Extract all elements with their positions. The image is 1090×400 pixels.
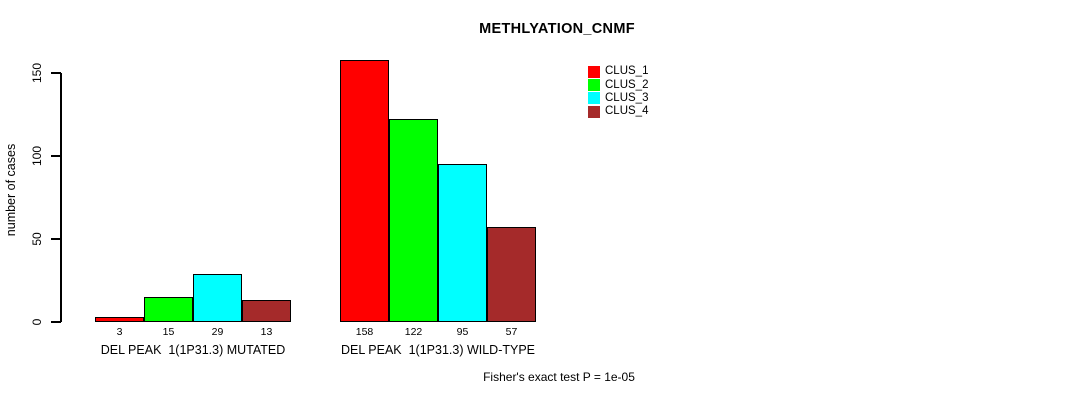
bar-value-label: 15 (162, 326, 175, 338)
y-axis-line (60, 73, 62, 322)
bar-value-label: 3 (116, 326, 123, 338)
bar-value-label: 122 (404, 326, 423, 338)
y-axis-tick (51, 238, 61, 240)
legend-item-clus_4: CLUS_4 (588, 105, 648, 118)
legend-swatch (588, 65, 600, 78)
legend-item-clus_3: CLUS_3 (588, 92, 648, 105)
chart-title: METHLYATION_CNMF (479, 21, 635, 37)
legend: CLUS_1 CLUS_2 CLUS_3 CLUS_4 (588, 65, 648, 119)
bar-clus_1-group2 (340, 60, 389, 322)
bar-clus_3-group1 (193, 274, 242, 322)
y-axis-tick (51, 321, 61, 323)
group-label-2: DEL PEAK 1(1P31.3) WILD-TYPE (340, 343, 536, 357)
y-axis-tick-label: 0 (30, 318, 44, 326)
bar-clus_1-group1 (95, 317, 144, 322)
y-axis-label: number of cases (4, 143, 18, 237)
legend-swatch (588, 79, 600, 92)
bar-value-label: 95 (456, 326, 469, 338)
bar-value-label: 13 (260, 326, 273, 338)
fisher-test-annotation: Fisher's exact test P = 1e-05 (483, 370, 635, 384)
y-axis-tick-label: 150 (30, 62, 44, 84)
legend-swatch (588, 105, 600, 118)
legend-label: CLUS_3 (605, 91, 649, 104)
legend-swatch (588, 92, 600, 105)
y-axis-tick (51, 155, 61, 157)
legend-label: CLUS_4 (605, 105, 649, 118)
legend-item-clus_2: CLUS_2 (588, 78, 649, 92)
bar-clus_2-group2 (389, 119, 438, 322)
group-label-1: DEL PEAK 1(1P31.3) MUTATED (100, 343, 286, 357)
legend-label: CLUS_2 (605, 78, 649, 91)
bar-clus_2-group1 (144, 297, 193, 322)
bar-value-label: 158 (355, 326, 374, 338)
legend-label: CLUS_1 (605, 65, 649, 78)
legend-item-clus_1: CLUS_1 (588, 65, 648, 78)
bar-clus_4-group2 (487, 227, 536, 322)
y-axis-tick (51, 72, 61, 74)
bar-clus_4-group1 (242, 300, 291, 322)
bar-clus_3-group2 (438, 164, 487, 322)
bar-value-label: 29 (211, 326, 224, 338)
bar-value-label: 57 (505, 326, 518, 338)
y-axis-tick-label: 50 (30, 232, 44, 246)
y-axis-tick-label: 100 (30, 145, 44, 167)
